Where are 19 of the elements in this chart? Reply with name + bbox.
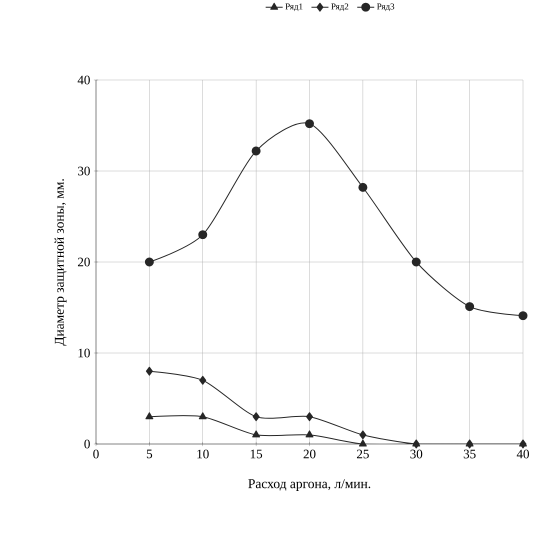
legend-label: Ряд2 xyxy=(331,3,348,12)
x-tick-label: 20 xyxy=(304,450,316,458)
legend-label: Ряд3 xyxy=(376,3,394,12)
x-tick-label: 40 xyxy=(516,450,529,458)
y-axis-title: Диаметр защитной зоны, мм. xyxy=(54,179,67,346)
x-tick-label: 5 xyxy=(146,450,152,458)
y-tick-label: 10 xyxy=(78,348,90,358)
x-axis-title: Расход аргона, л/мин. xyxy=(248,479,370,491)
x-tick-label: 35 xyxy=(464,450,476,458)
x-tick-label: 15 xyxy=(250,450,262,458)
y-tick-label: 30 xyxy=(78,166,90,176)
x-tick-label: 10 xyxy=(197,450,209,458)
x-tick-label: 25 xyxy=(356,450,369,458)
y-tick-label: 40 xyxy=(78,76,90,84)
x-tick-label: 0 xyxy=(93,450,99,458)
y-tick-label: 20 xyxy=(78,258,90,266)
legend-label: Ряд1 xyxy=(285,3,302,12)
y-tick-label: 0 xyxy=(84,440,90,448)
x-tick-label: 30 xyxy=(410,450,422,458)
